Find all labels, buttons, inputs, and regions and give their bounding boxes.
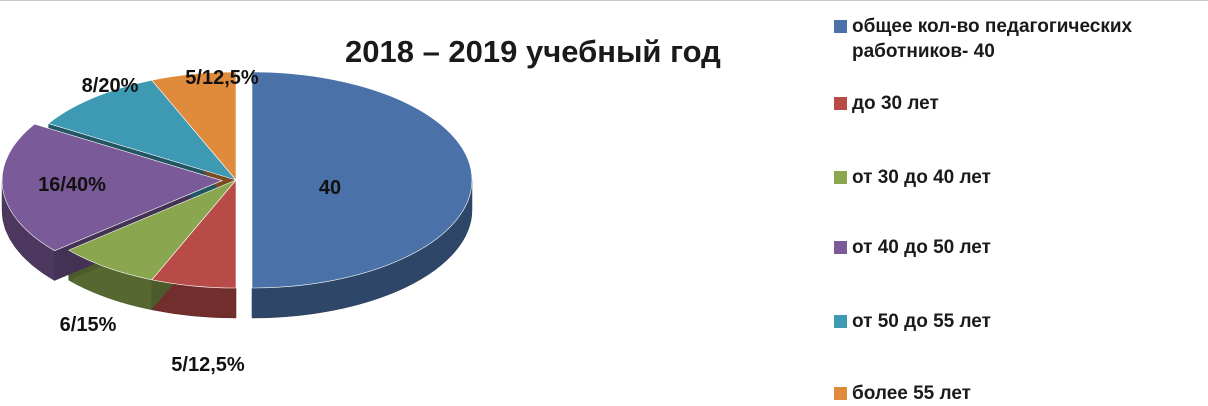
chart-title: 2018 – 2019 учебный год xyxy=(345,34,721,69)
legend-item-6: более 55 лет xyxy=(834,381,1202,406)
slice-6-top xyxy=(151,71,237,181)
legend-item-5: от 50 до 55 лет xyxy=(834,309,1202,334)
legend-item-2: до 30 лет xyxy=(834,91,1202,116)
legend-item-1: общее кол-во педагогических работников- … xyxy=(834,14,1202,64)
slice-3-top xyxy=(68,179,237,281)
legend-swatch-5 xyxy=(834,315,847,328)
pie-labels: 40 5/12,5% 6/15% 16/40% 8/20% 5/12,5% xyxy=(38,67,341,376)
pie-chart: 40 5/12,5% 6/15% 16/40% 8/20% 5/12,5% xyxy=(1,67,473,376)
legend-label-6: более 55 лет xyxy=(852,383,971,404)
pie-tops xyxy=(1,71,473,289)
slice-5-top xyxy=(47,79,237,181)
legend-label-1: общее кол-во педагогических работников- … xyxy=(852,16,1133,62)
legend: общее кол-во педагогических работников- … xyxy=(834,0,1208,405)
legend-item-3: от 30 до 40 лет xyxy=(834,165,1202,190)
legend-label-2: до 30 лет xyxy=(852,93,939,114)
slice-3-data-label: 6/15% xyxy=(60,314,117,336)
legend-label-5: от 50 до 55 лет xyxy=(852,311,991,332)
legend-swatch-1 xyxy=(834,20,847,33)
legend-label-3: от 30 до 40 лет xyxy=(852,167,991,188)
slice-1-data-label: 40 xyxy=(319,177,341,199)
top-divider xyxy=(0,0,1208,1)
slice-4-data-label: 16/40% xyxy=(38,174,106,196)
legend-item-4: от 40 до 50 лет xyxy=(834,235,1202,260)
legend-swatch-2 xyxy=(834,97,847,110)
slice-1-top xyxy=(251,71,473,289)
slice-5-data-label: 8/20% xyxy=(82,75,139,97)
slice-4-top xyxy=(1,123,223,252)
legend-swatch-3 xyxy=(834,171,847,184)
legend-label-4: от 40 до 50 лет xyxy=(852,237,991,258)
slice-6-data-label: 5/12,5% xyxy=(185,67,259,89)
legend-swatch-6 xyxy=(834,387,847,400)
legend-swatch-4 xyxy=(834,241,847,254)
slice-2-data-label: 5/12,5% xyxy=(171,354,245,376)
